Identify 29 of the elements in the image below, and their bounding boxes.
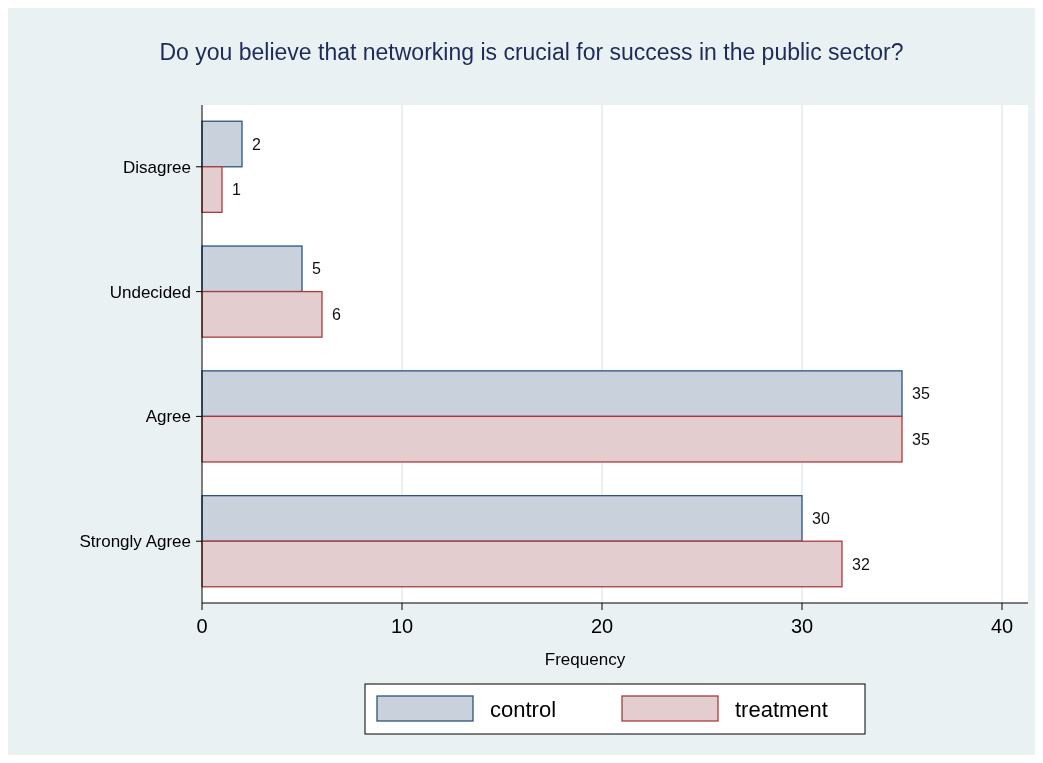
data-label: 35 [912,430,930,448]
bar [201,166,223,213]
y-tick-label: Agree [145,407,191,427]
data-label: 35 [912,385,930,403]
bar [201,290,323,338]
bar [201,370,903,418]
chart-title: Do you believe that networking is crucial for success in the public sector? [159,39,904,65]
data-label: 30 [812,510,830,528]
x-tick-label: 20 [590,615,614,637]
bar [201,245,303,293]
legend-label: treatment [735,696,828,722]
data-label: 1 [232,181,241,199]
x-tick-label: 10 [390,615,414,637]
data-label: 32 [852,555,870,573]
bar [201,120,243,168]
bar [201,495,803,542]
data-label: 2 [252,135,261,153]
data-label: 5 [312,260,321,278]
x-tick-label: 30 [790,615,814,637]
bar [201,415,903,463]
y-tick-label: Undecided [109,282,191,302]
y-tick-label: Disagree [122,157,191,177]
x-tick-label: 0 [196,615,208,637]
bar [201,540,843,588]
y-tick-label: Strongly Agree [79,532,191,552]
legend-label: control [490,696,557,722]
x-tick-label: 40 [990,615,1014,637]
x-axis-title: Frequency [544,650,626,669]
data-label: 6 [332,305,341,323]
